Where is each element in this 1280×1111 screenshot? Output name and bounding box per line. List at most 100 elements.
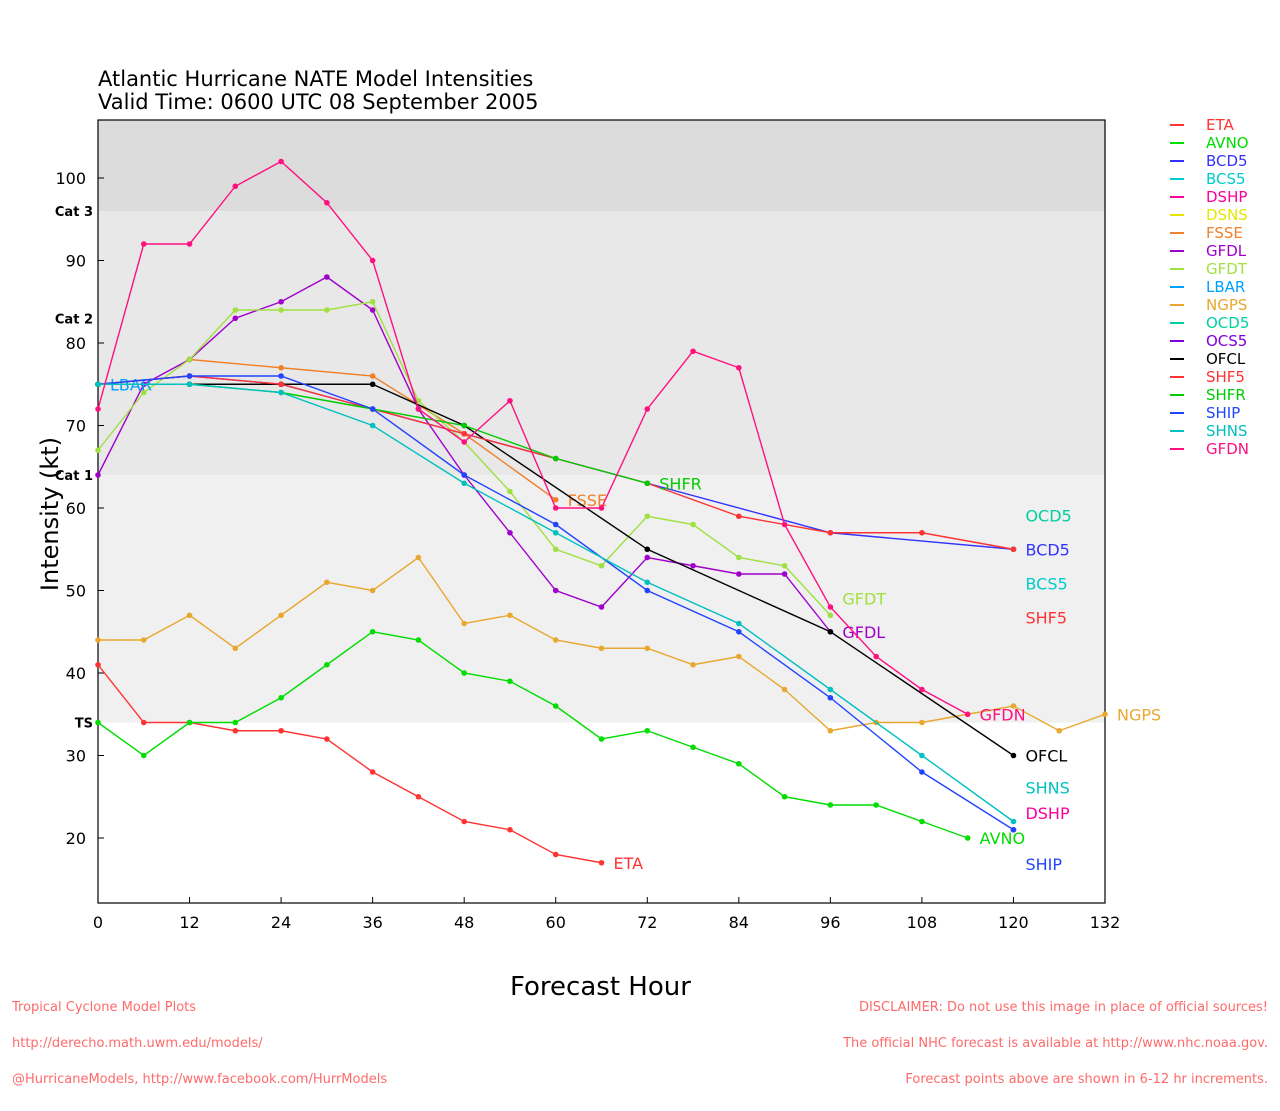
footer-left-line: http://derecho.math.uwm.edu/models/ — [12, 1036, 263, 1051]
legend-swatch — [1170, 142, 1184, 144]
data-point — [736, 554, 742, 561]
legend-label: DSHP — [1206, 188, 1248, 206]
footer-right-line: Forecast points above are shown in 6-12 … — [905, 1072, 1268, 1087]
data-point — [552, 703, 559, 709]
data-point — [278, 727, 284, 734]
series-end-label: SHFR — [659, 474, 702, 493]
data-point — [736, 620, 742, 627]
legend-label: LBAR — [1206, 278, 1246, 296]
data-point — [1010, 818, 1017, 825]
legend-label: AVNO — [1206, 134, 1249, 152]
data-point — [827, 612, 834, 619]
footer-right: DISCLAIMER: Do not use this image in pla… — [843, 978, 1268, 1110]
data-point — [690, 661, 696, 668]
legend-swatch — [1170, 214, 1184, 216]
plot-area: TS Cat 1 Cat 2 Cat 3 0 12 24 36 48 60 72 84 96 108 120… — [55, 119, 1161, 932]
data-point — [827, 604, 834, 610]
legend-label: NGPS — [1206, 296, 1248, 314]
data-point — [95, 381, 101, 388]
legend-item: NGPS — [1170, 296, 1249, 314]
data-point — [369, 307, 376, 313]
legend-item: OFCL — [1170, 350, 1249, 368]
series-end-label: NGPS — [1117, 705, 1161, 724]
data-point — [781, 571, 788, 577]
y-tick-label: 30 — [66, 747, 86, 766]
legend-item: DSHP — [1170, 188, 1249, 206]
data-point — [232, 307, 239, 313]
data-point — [827, 802, 834, 808]
legend-swatch — [1170, 358, 1184, 360]
legend-item: OCD5 — [1170, 314, 1249, 332]
data-point — [781, 562, 788, 569]
series-fsse: FSSE — [186, 356, 607, 510]
data-point — [598, 645, 605, 652]
y-tick-label: 100 — [55, 169, 86, 188]
data-point — [324, 199, 330, 206]
category-label: Cat 1 — [55, 469, 93, 484]
data-point — [140, 719, 147, 726]
data-point — [690, 744, 696, 751]
legend-swatch — [1170, 304, 1184, 306]
data-point — [324, 661, 330, 668]
legend-label: BCS5 — [1206, 170, 1246, 188]
data-point — [827, 529, 834, 536]
data-point — [278, 364, 284, 371]
footer-right-line: The official NHC forecast is available a… — [843, 1036, 1268, 1051]
series-avno: AVNO — [95, 628, 1025, 848]
data-point — [507, 612, 513, 619]
legend-label: GFDL — [1206, 242, 1247, 260]
data-point — [278, 381, 284, 388]
legend-label: OCS5 — [1206, 332, 1248, 350]
data-point — [232, 315, 239, 322]
data-point — [552, 521, 559, 528]
series-end-label: OFCL — [1025, 747, 1067, 766]
legend-item: SHIP — [1170, 404, 1249, 422]
footer-right-line: DISCLAIMER: Do not use this image in pla… — [858, 1000, 1268, 1015]
legend-item: ETA — [1170, 116, 1249, 134]
series-end-label: FSSE — [568, 491, 607, 510]
series-line — [97, 160, 969, 715]
chart-root: Atlantic Hurricane NATE Model Intensitie… — [12, 68, 1268, 1087]
series-shns: SHNS — [95, 381, 1070, 825]
chart-subtitle: Valid Time: 0600 UTC 08 September 2005 — [98, 90, 539, 114]
data-point — [278, 389, 284, 396]
data-point — [736, 628, 742, 635]
data-point — [232, 645, 239, 652]
series-end-label: BCD5 — [1025, 540, 1069, 559]
y-tick-label: 20 — [66, 829, 86, 848]
data-point — [598, 505, 605, 511]
data-point — [644, 645, 651, 652]
data-point — [278, 694, 284, 701]
x-tick-label: 108 — [907, 913, 938, 932]
data-point — [736, 364, 742, 371]
legend-label: SHF5 — [1206, 368, 1245, 386]
data-point — [369, 381, 376, 388]
data-point — [324, 274, 330, 280]
legend-item: GFDL — [1170, 242, 1249, 260]
x-tick-label: 36 — [362, 913, 382, 932]
data-point — [461, 670, 467, 676]
data-point — [552, 587, 559, 594]
data-point — [461, 472, 467, 478]
legend-swatch — [1170, 268, 1184, 270]
legend-swatch — [1170, 160, 1184, 162]
x-tick-label: 24 — [271, 913, 291, 932]
legend-item: GFDT — [1170, 260, 1249, 278]
legend-swatch — [1170, 232, 1184, 234]
data-point — [919, 769, 925, 775]
data-point — [186, 373, 193, 379]
data-point — [140, 241, 147, 247]
x-axis-label: Forecast Hour — [510, 972, 691, 1002]
series-ngps: NGPS — [95, 554, 1161, 734]
legend-swatch — [1170, 412, 1184, 414]
data-point — [736, 760, 742, 767]
category-label: TS — [75, 717, 93, 732]
data-point — [186, 612, 193, 619]
data-point — [644, 727, 651, 734]
series-end-label: GFDT — [842, 589, 886, 608]
data-point — [232, 727, 239, 734]
data-point — [278, 612, 284, 619]
data-point — [690, 521, 696, 528]
data-point — [186, 381, 193, 388]
legend-swatch — [1170, 430, 1184, 432]
